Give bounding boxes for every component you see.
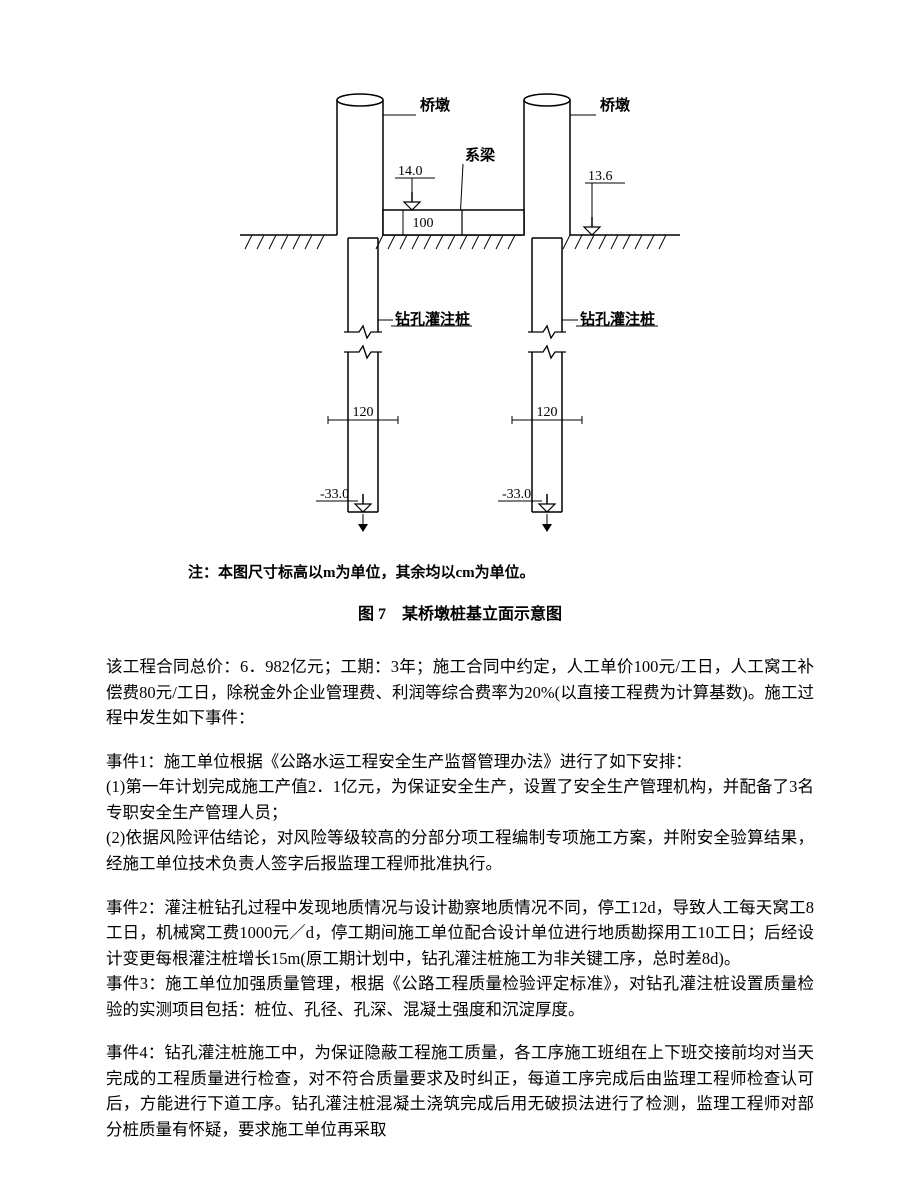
svg-text:-33.0: -33.0 [502, 487, 531, 502]
paragraph-event4: 事件4：钻孔灌注桩施工中，为保证隐蔽工程施工质量，各工序施工班组在上下班交接前均… [106, 1040, 814, 1142]
svg-text:100: 100 [413, 216, 434, 231]
paragraph-event1: 事件1：施工单位根据《公路水运工程安全生产监督管理办法》进行了如下安排：(1)第… [106, 749, 814, 877]
paragraph-intro: 该工程合同总价：6．982亿元；工期：3年；施工合同中约定，人工单价100元/工… [106, 654, 814, 731]
svg-text:120: 120 [353, 405, 374, 420]
svg-text:桥墩: 桥墩 [420, 96, 451, 114]
svg-text:钻孔灌注桩: 钻孔灌注桩 [580, 310, 655, 328]
svg-text:系梁: 系梁 [465, 146, 496, 164]
svg-text:钻孔灌注桩: 钻孔灌注桩 [395, 310, 470, 328]
paragraph-event2-3: 事件2：灌注桩钻孔过程中发现地质情况与设计勘察地质情况不同，停工12d，导致人工… [106, 895, 814, 1023]
figure-caption: 图 7 某桥墩桩基立面示意图 [106, 600, 814, 624]
svg-text:桥墩: 桥墩 [600, 96, 631, 114]
svg-text:13.6: 13.6 [588, 169, 613, 184]
pile-foundation-diagram: 120 120 100 桥墩 桥墩系梁 14.0 13.6 钻孔灌注桩 钻孔灌注桩 -33.0 -3… [240, 80, 680, 545]
svg-text:-33.0: -33.0 [320, 487, 349, 502]
svg-text:120: 120 [537, 405, 558, 420]
diagram-note: 注：本图尺寸标高以m为单位，其余均以cm为单位。 [188, 561, 814, 582]
diagram-container: 120 120 100 桥墩 桥墩系梁 14.0 13.6 钻孔灌注桩 钻孔灌注桩 -33.0 -3… [106, 80, 814, 545]
svg-text:14.0: 14.0 [398, 164, 423, 179]
